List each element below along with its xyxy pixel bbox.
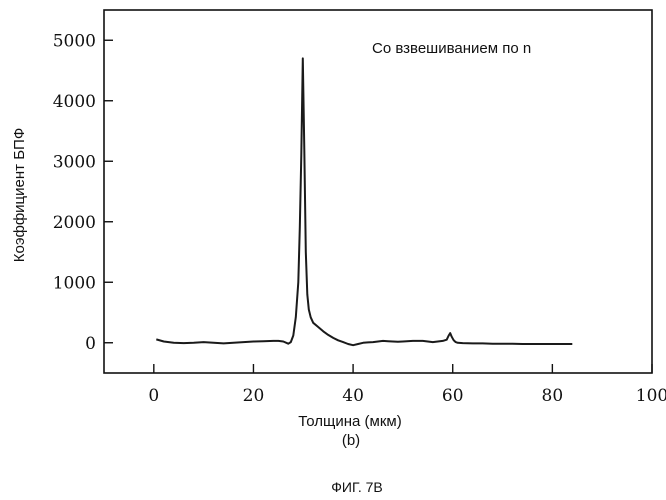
y-tick-label: 2000 xyxy=(53,213,96,233)
figure-caption: ФИГ. 7В xyxy=(331,479,382,495)
x-tick-label: 20 xyxy=(243,386,265,406)
x-tick-label: 80 xyxy=(542,386,564,406)
chart-annotation: Со взвешиванием по n xyxy=(372,40,531,57)
x-tick-label: 0 xyxy=(148,386,159,406)
series-line xyxy=(156,58,572,345)
y-tick-label: 3000 xyxy=(53,152,96,172)
x-tick-label: 60 xyxy=(442,386,464,406)
x-tick-label: 100 xyxy=(636,386,666,406)
y-tick-label: 4000 xyxy=(53,92,96,112)
y-tick-label: 1000 xyxy=(53,273,96,293)
x-tick-label: 40 xyxy=(342,386,364,406)
plot-frame xyxy=(104,10,652,373)
y-tick-label: 0 xyxy=(85,334,96,354)
x-axis-label: Толщина (мкм) xyxy=(298,413,401,430)
y-axis-label: Коэффициент БПФ xyxy=(11,128,28,262)
y-tick-label: 5000 xyxy=(53,31,96,51)
subfigure-label: (b) xyxy=(342,432,360,449)
x-axis: 0 20 40 60 80 100 xyxy=(148,364,666,406)
